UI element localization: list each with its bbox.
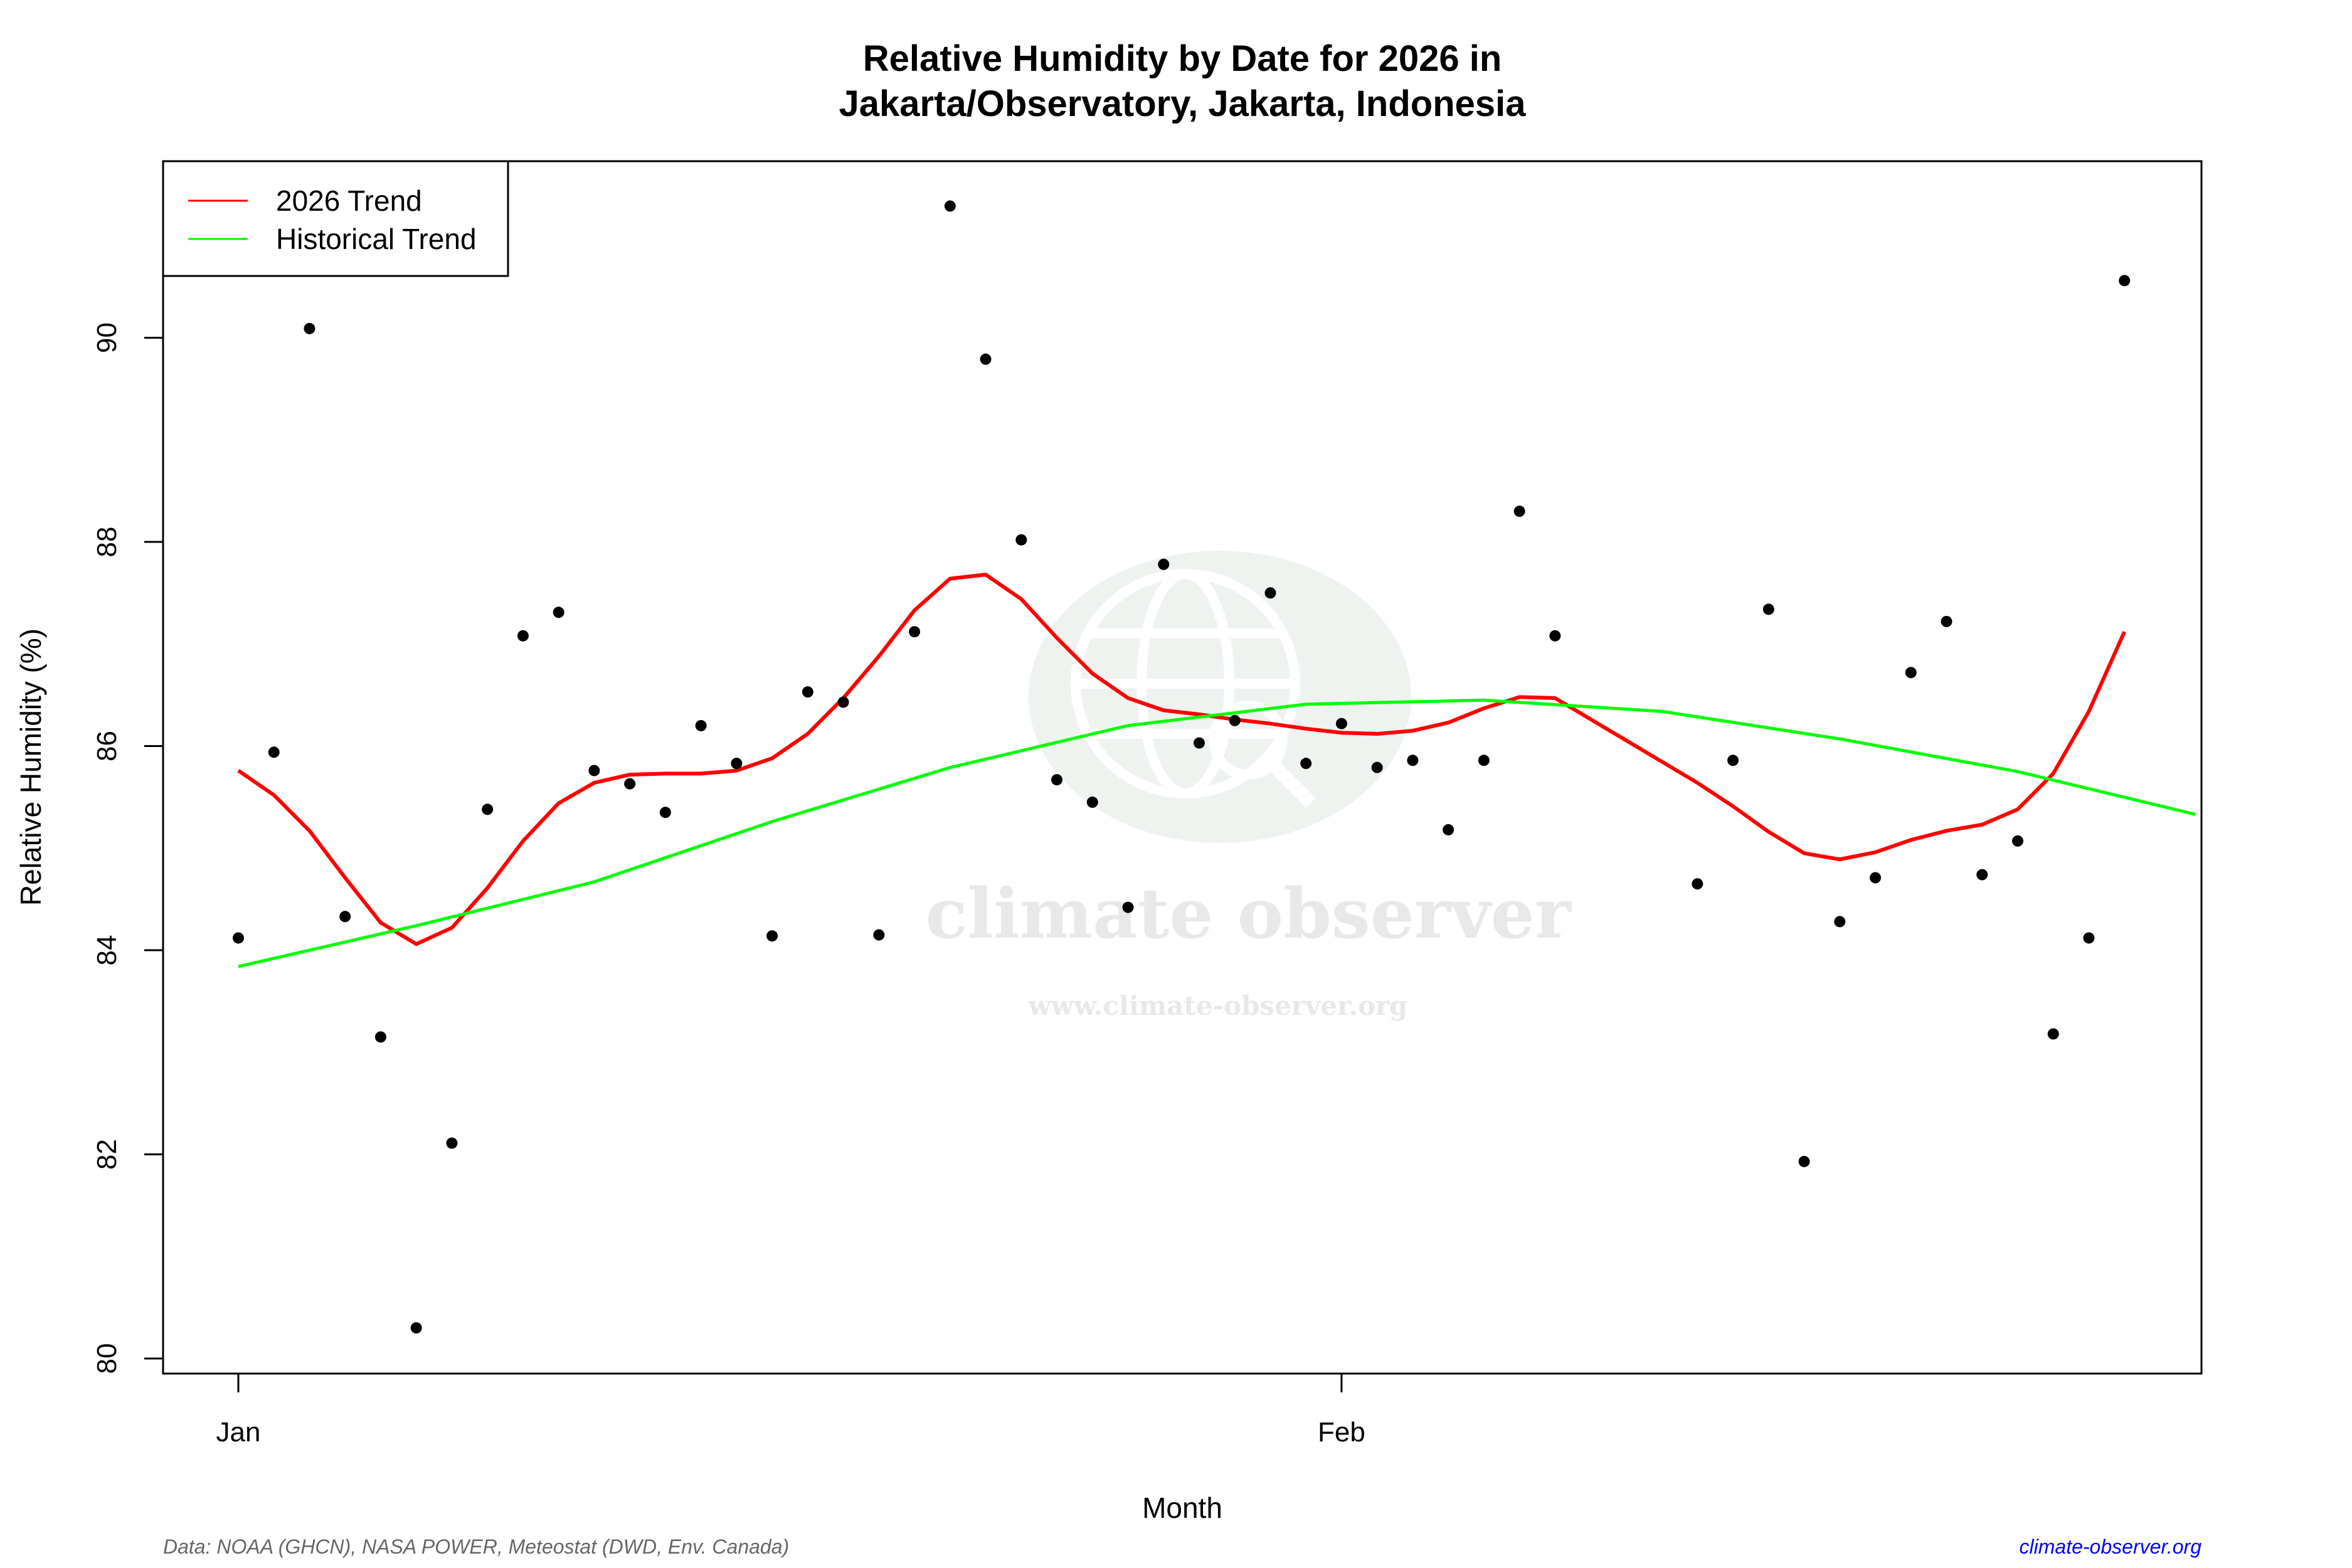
trend-line-historical: [238, 698, 2196, 968]
x-tick-label: Jan: [216, 1417, 261, 1448]
globe-icon: [1071, 569, 1316, 808]
y-tick-label: 88: [92, 527, 122, 558]
data-point: [1941, 615, 1952, 627]
y-axis: 80 82 84 86 88 90: [92, 322, 164, 1374]
data-point: [482, 803, 494, 815]
data-point: [1692, 878, 1703, 890]
data-point: [731, 758, 743, 770]
watermark: climate observer www.climate-observer.or…: [925, 551, 1572, 1021]
data-point: [268, 746, 280, 758]
data-point: [980, 353, 992, 365]
watermark-url: www.climate-observer.org: [1028, 990, 1408, 1021]
data-point: [2012, 835, 2023, 847]
data-point: [1264, 587, 1276, 599]
x-axis: Jan Feb: [216, 1372, 1365, 1448]
data-point: [1086, 797, 1098, 808]
data-point: [909, 626, 921, 638]
trend-line-2026: [237, 573, 2126, 946]
chart-title: Relative Humidity by Date for 2026 in: [863, 38, 1502, 79]
data-point: [1122, 901, 1134, 913]
data-point: [659, 807, 671, 818]
data-point: [1870, 872, 1882, 884]
data-point: [1158, 558, 1170, 570]
data-point: [233, 932, 244, 944]
data-point: [374, 1031, 386, 1043]
y-tick-label: 80: [92, 1343, 122, 1374]
data-point: [624, 778, 636, 790]
legend-label-2026: 2026 Trend: [276, 184, 422, 217]
data-point: [944, 200, 956, 212]
data-point: [1478, 755, 1490, 766]
data-point: [1371, 761, 1383, 773]
data-point: [339, 911, 351, 923]
data-point: [837, 696, 849, 708]
data-point: [1229, 714, 1241, 726]
legend-label-historical: Historical Trend: [276, 223, 477, 255]
y-tick-label: 86: [92, 731, 122, 761]
data-point: [1727, 755, 1739, 766]
y-tick-label: 82: [92, 1139, 122, 1170]
site-link[interactable]: climate-observer.org: [2020, 1535, 2202, 1558]
x-axis-label: Month: [1142, 1491, 1222, 1524]
data-point: [2083, 932, 2095, 944]
data-point: [1443, 824, 1454, 835]
data-point: [1193, 737, 1205, 749]
data-point: [1976, 869, 1988, 881]
data-point: [1300, 758, 1312, 770]
trend-lines: [237, 573, 2196, 968]
data-point: [1015, 534, 1027, 546]
data-point: [695, 719, 707, 731]
y-tick-label: 84: [92, 935, 122, 966]
data-point: [1335, 718, 1347, 729]
data-point: [1051, 774, 1063, 786]
data-point: [1905, 667, 1917, 679]
x-tick-label: Feb: [1318, 1417, 1365, 1448]
legend: 2026 Trend Historical Trend: [162, 160, 509, 277]
data-point: [588, 765, 600, 776]
data-source-note: Data: NOAA (GHCN), NASA POWER, Meteostat…: [163, 1535, 789, 1558]
watermark-name: climate observer: [925, 873, 1572, 954]
data-point: [2119, 275, 2131, 287]
chart-subtitle: Jakarta/Observatory, Jakarta, Indonesia: [839, 83, 1526, 124]
data-point: [553, 607, 564, 618]
data-points: [233, 200, 2131, 1334]
data-point: [410, 1322, 422, 1334]
data-point: [873, 929, 885, 941]
data-point: [446, 1137, 458, 1149]
data-point: [1549, 630, 1561, 642]
data-point: [304, 322, 315, 334]
data-point: [766, 930, 778, 942]
watermark-badge: [1029, 551, 1411, 843]
data-point: [1762, 603, 1774, 615]
data-point: [517, 630, 529, 642]
data-point: [1798, 1155, 1810, 1167]
y-tick-label: 90: [92, 322, 122, 353]
legend-box: [162, 160, 509, 277]
data-point: [802, 686, 813, 698]
data-point: [1407, 755, 1419, 766]
y-axis-label: Relative Humidity (%): [14, 628, 47, 906]
data-point: [2047, 1028, 2059, 1040]
data-point: [1834, 916, 1846, 928]
data-point: [1513, 506, 1525, 517]
